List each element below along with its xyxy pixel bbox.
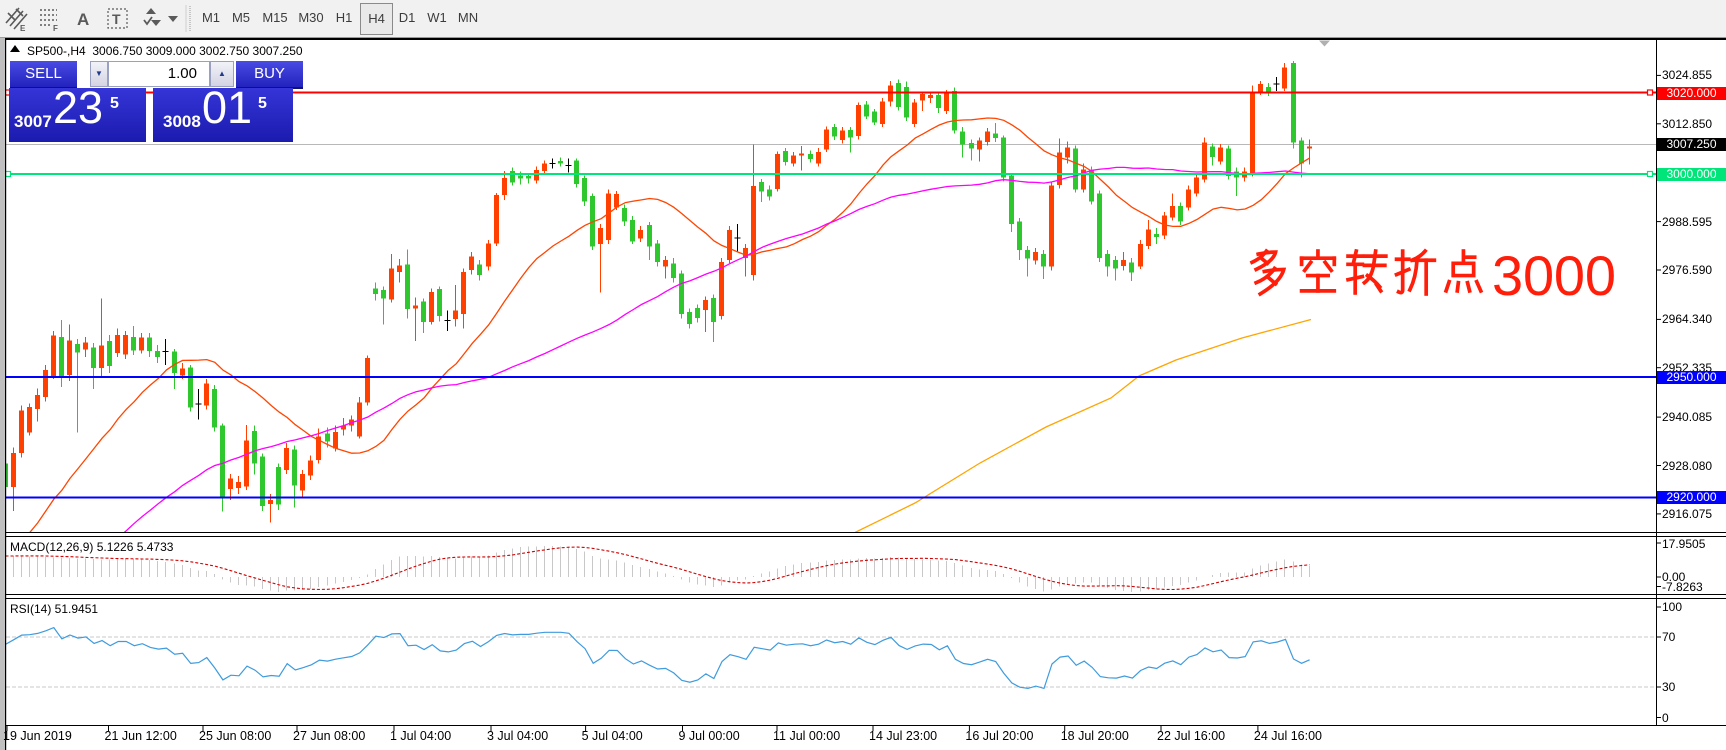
svg-text:E: E <box>20 24 26 33</box>
svg-text:F: F <box>53 24 58 33</box>
svg-text:A: A <box>77 10 89 29</box>
svg-text:T: T <box>112 11 121 27</box>
svg-text:3000: 3000 <box>1492 244 1616 307</box>
